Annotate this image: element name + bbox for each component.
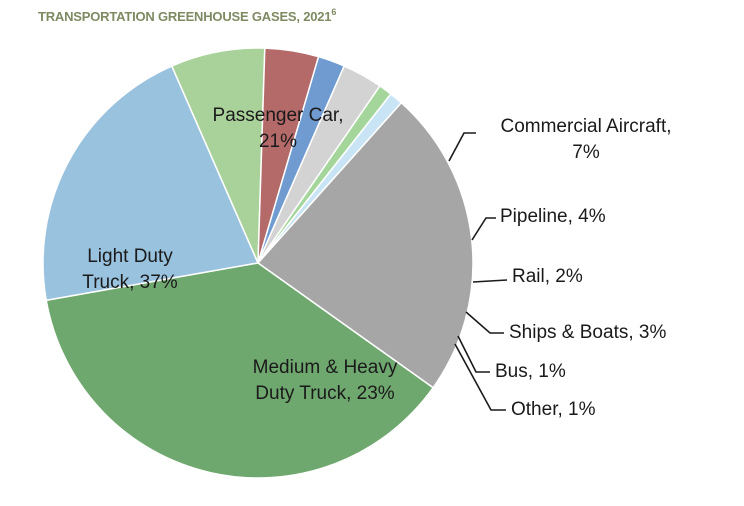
label-medium-and-heavy-duty-truck: Medium & Heavy Duty Truck, 23% <box>253 357 398 404</box>
label-bus: Bus, 1% <box>495 361 566 382</box>
slice-labels: Passenger Car, 21% Commercial Aircraft, 7% P… <box>82 105 671 420</box>
label-line-light-duty-truck: Light Duty <box>87 246 173 267</box>
leader-lines <box>448 132 508 411</box>
leader-line-ships-and-boats <box>465 311 504 334</box>
label-ships-and-boats: Ships & Boats, 3% <box>509 322 666 343</box>
label-line-rail: Rail, 2% <box>512 266 583 287</box>
leader-line-rail <box>472 279 508 283</box>
label-line-passenger-car: Passenger Car, <box>213 105 344 126</box>
label-pipeline: Pipeline, 4% <box>500 206 606 227</box>
label-line-pipeline: Pipeline, 4% <box>500 206 606 227</box>
label-passenger-car: Passenger Car, 21% <box>213 105 344 152</box>
leader-line-bus <box>457 335 490 373</box>
label-line-ships-and-boats: Ships & Boats, 3% <box>509 322 666 343</box>
leader-line-commercial-aircraft <box>448 132 476 162</box>
label-light-duty-truck: Light Duty Truck, 37% <box>82 246 177 293</box>
chart-title-text: TRANSPORTATION GREENHOUSE GASES, 2021 <box>38 9 332 24</box>
label-line-commercial-aircraft: 7% <box>572 142 600 163</box>
label-line-medium-and-heavy-duty-truck: Medium & Heavy <box>253 357 398 378</box>
label-line-light-duty-truck: Truck, 37% <box>82 272 177 293</box>
label-commercial-aircraft: Commercial Aircraft, 7% <box>500 116 671 163</box>
label-other: Other, 1% <box>511 399 596 420</box>
label-line-passenger-car: 21% <box>259 131 297 152</box>
slice-light-duty-truck <box>45 262 435 479</box>
chart-title: TRANSPORTATION GREENHOUSE GASES, 20216 <box>38 7 337 24</box>
leader-line-other <box>454 343 506 411</box>
label-line-medium-and-heavy-duty-truck: Duty Truck, 23% <box>255 383 394 404</box>
pie-slices <box>42 47 474 479</box>
label-rail: Rail, 2% <box>512 266 583 287</box>
leader-line-pipeline <box>471 217 496 241</box>
label-line-other: Other, 1% <box>511 399 596 420</box>
label-line-commercial-aircraft: Commercial Aircraft, <box>500 116 671 137</box>
slice-passenger-car <box>42 65 260 302</box>
label-line-bus: Bus, 1% <box>495 361 566 382</box>
title-footnote: 6 <box>331 7 337 17</box>
